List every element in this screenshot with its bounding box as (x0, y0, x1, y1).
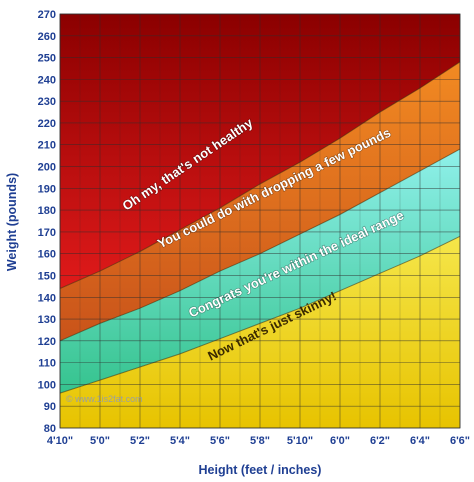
y-tick-label: 190 (38, 183, 56, 195)
x-tick-label: 6'4" (410, 435, 430, 447)
x-tick-label: 5'2" (130, 435, 150, 447)
x-tick-label: 6'0" (330, 435, 350, 447)
x-tick-label: 6'2" (370, 435, 390, 447)
plot-frame (59, 13, 461, 429)
x-tick-label: 5'8" (250, 435, 270, 447)
x-tick-label: 5'0" (90, 435, 110, 447)
y-tick-label: 130 (38, 314, 56, 326)
x-tick-label: 5'6" (210, 435, 230, 447)
y-tick-label: 220 (38, 118, 56, 130)
y-tick-label: 120 (38, 336, 56, 348)
y-tick-label: 250 (38, 53, 56, 65)
y-tick-label: 180 (38, 205, 56, 217)
tick-labels-layer: 80 90 100 110 120 130 140 150 160 170 180 190 200 210… (38, 9, 470, 447)
y-tick-label: 90 (44, 401, 56, 413)
y-tick-label: 200 (38, 162, 56, 174)
y-tick-label: 170 (38, 227, 56, 239)
y-tick-label: 80 (44, 423, 56, 435)
x-tick-label: 5'10" (287, 435, 313, 447)
y-tick-label: 230 (38, 96, 56, 108)
x-tick-label: 5'4" (170, 435, 190, 447)
y-tick-label: 140 (38, 292, 56, 304)
y-tick-label: 110 (38, 358, 56, 370)
y-tick-label: 160 (38, 249, 56, 261)
y-axis-title: Weight (pounds) (5, 173, 19, 271)
y-tick-label: 270 (38, 9, 56, 21)
watermark-text: © www.1is2fat.com (66, 394, 143, 404)
y-tick-label: 240 (38, 74, 56, 86)
x-axis-title: Height (feet / inches) (199, 463, 322, 477)
x-tick-label: 4'10" (47, 435, 73, 447)
y-tick-label: 100 (38, 379, 56, 391)
y-tick-label: 210 (38, 140, 56, 152)
grid-layer (59, 13, 461, 429)
y-tick-label: 260 (38, 31, 56, 43)
x-tick-label: 6'6" (450, 435, 470, 447)
y-tick-label: 150 (38, 270, 56, 282)
